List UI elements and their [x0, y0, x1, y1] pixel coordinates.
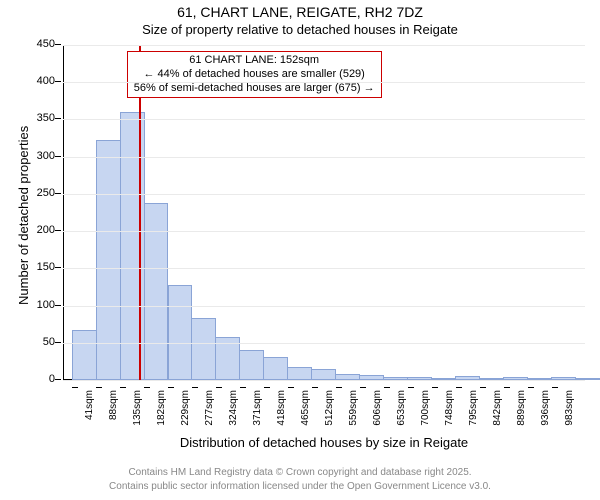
x-tick: 559sqm	[348, 390, 359, 440]
histogram-bar	[72, 330, 97, 380]
chart-title: 61, CHART LANE, REIGATE, RH2 7DZ	[0, 4, 600, 20]
annotation-line-2: ← 44% of detached houses are smaller (52…	[134, 68, 375, 82]
y-tick: 450	[27, 38, 55, 50]
y-tick: 100	[27, 299, 55, 311]
x-tick: 277sqm	[204, 390, 215, 440]
page: 61, CHART LANE, REIGATE, RH2 7DZ Size of…	[0, 0, 600, 500]
y-tick: 400	[27, 75, 55, 87]
annotation-box: 61 CHART LANE: 152sqm ← 44% of detached …	[127, 51, 382, 98]
x-tick: 41sqm	[84, 390, 95, 440]
chart-subtitle: Size of property relative to detached ho…	[0, 22, 600, 37]
x-tick: 842sqm	[492, 390, 503, 440]
gridline	[63, 231, 585, 232]
gridline	[63, 119, 585, 120]
plot-area: 61 CHART LANE: 152sqm ← 44% of detached …	[63, 45, 585, 380]
annotation-line-3: 56% of semi-detached houses are larger (…	[134, 82, 375, 96]
x-tick: 795sqm	[468, 390, 479, 440]
gridline	[63, 306, 585, 307]
x-tick: 324sqm	[228, 390, 239, 440]
footer-line-1: Contains HM Land Registry data © Crown c…	[0, 467, 600, 478]
gridline	[63, 380, 585, 381]
x-tick: 135sqm	[132, 390, 143, 440]
y-tick: 50	[27, 336, 55, 348]
x-tick: 653sqm	[396, 390, 407, 440]
x-tick: 748sqm	[444, 390, 455, 440]
y-tick: 350	[27, 112, 55, 124]
x-tick: 512sqm	[324, 390, 335, 440]
x-tick: 889sqm	[516, 390, 527, 440]
y-tick: 300	[27, 150, 55, 162]
histogram-bar	[239, 350, 264, 380]
y-tick: 0	[27, 373, 55, 385]
x-tick: 606sqm	[372, 390, 383, 440]
y-tick: 150	[27, 261, 55, 273]
histogram-bar	[168, 285, 193, 380]
gridline	[63, 268, 585, 269]
histogram-bar	[287, 367, 312, 380]
annotation-line-1: 61 CHART LANE: 152sqm	[134, 54, 375, 68]
gridline	[63, 45, 585, 46]
x-tick: 371sqm	[252, 390, 263, 440]
gridline	[63, 194, 585, 195]
histogram-bar	[263, 357, 288, 380]
x-tick: 418sqm	[276, 390, 287, 440]
x-tick: 700sqm	[420, 390, 431, 440]
footer-line-2: Contains public sector information licen…	[0, 481, 600, 492]
gridline	[63, 82, 585, 83]
x-tick: 983sqm	[564, 390, 575, 440]
x-tick: 465sqm	[300, 390, 311, 440]
histogram-bar	[96, 140, 121, 380]
y-tick: 250	[27, 187, 55, 199]
histogram-bar	[144, 203, 169, 380]
histogram-bar	[191, 318, 216, 380]
gridline	[63, 343, 585, 344]
x-tick: 88sqm	[108, 390, 119, 440]
x-tick: 182sqm	[156, 390, 167, 440]
histogram-bar	[311, 369, 336, 380]
y-tick: 200	[27, 224, 55, 236]
x-tick: 229sqm	[180, 390, 191, 440]
gridline	[63, 157, 585, 158]
x-tick: 936sqm	[540, 390, 551, 440]
